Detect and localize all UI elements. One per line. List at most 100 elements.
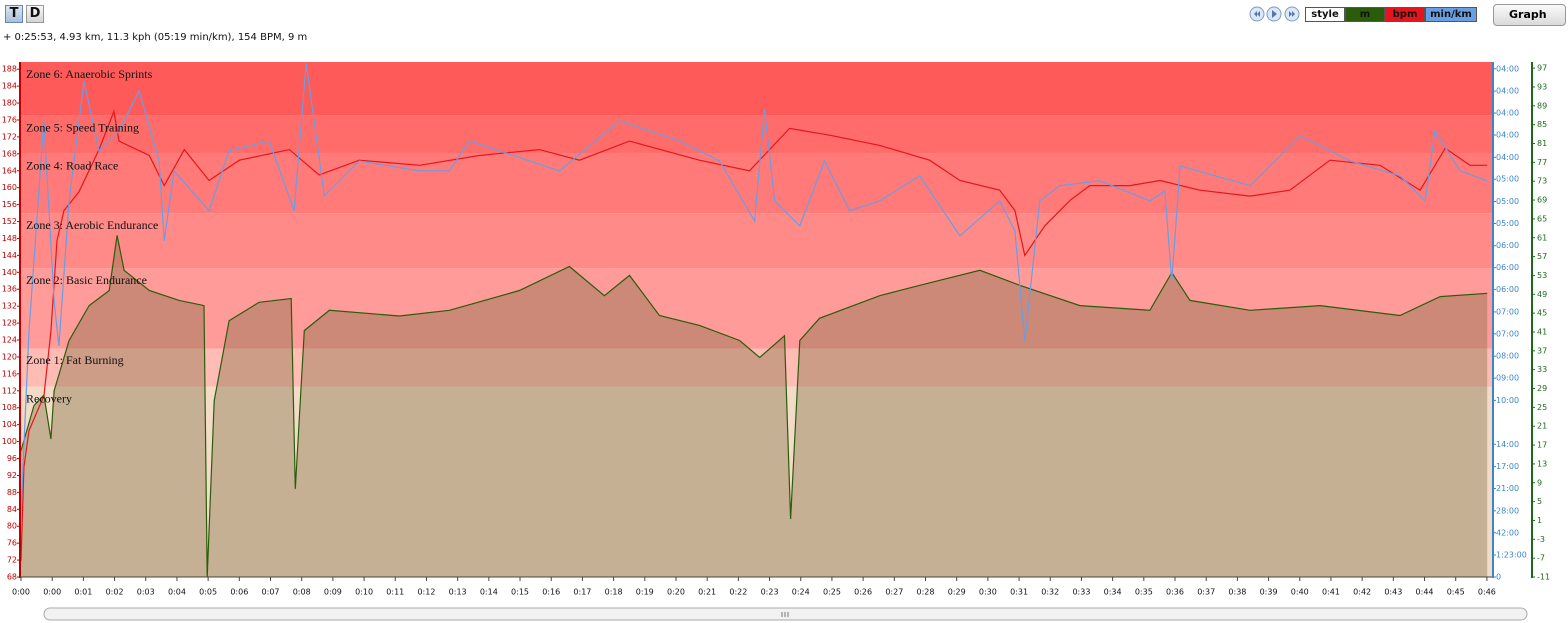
plot-area: Recovery Zone 1: Fat Burning Zone 2: Basic… bbox=[21, 62, 1492, 577]
y-tick-label: 81 bbox=[1537, 139, 1547, 148]
y-tick-label: 128 bbox=[2, 319, 17, 328]
y-tick-label: -11 bbox=[1537, 573, 1550, 582]
y-tick-label: 176 bbox=[2, 115, 17, 124]
x-tick-label: 0:15 bbox=[511, 588, 529, 597]
y-tick-label: 53 bbox=[1537, 271, 1547, 280]
zone-label: Zone 5: Speed Training bbox=[26, 120, 139, 134]
graph-button[interactable]: Graph bbox=[1493, 4, 1566, 26]
y-tick-label: 120 bbox=[2, 352, 17, 361]
x-tick-label: 0:04 bbox=[168, 588, 186, 597]
x-tick-label: 0:44 bbox=[1416, 588, 1434, 597]
x-tick-label: 0:09 bbox=[324, 588, 342, 597]
y-tick-label: 25 bbox=[1537, 403, 1547, 412]
style-button[interactable]: style bbox=[1305, 7, 1345, 22]
zone-label: Zone 1: Fat Burning bbox=[26, 353, 124, 367]
y-tick-label: 05:00 bbox=[1496, 219, 1519, 228]
x-tick-label: 0:24 bbox=[792, 588, 810, 597]
legend-entry[interactable]: min/km bbox=[1425, 7, 1477, 22]
x-tick-label: 0:21 bbox=[698, 588, 716, 597]
y-tick-label: 172 bbox=[2, 132, 17, 141]
x-tick-label: 0:05 bbox=[199, 588, 217, 597]
legend-entry[interactable]: bpm bbox=[1385, 7, 1425, 22]
y-tick-label: 144 bbox=[2, 251, 17, 260]
zone-label: Zone 4: Road Race bbox=[26, 159, 118, 173]
series-line bbox=[21, 109, 1488, 561]
y-tick-label: 37 bbox=[1537, 346, 1547, 355]
nav-buttons[interactable] bbox=[1249, 6, 1558, 22]
legend-entry[interactable]: m bbox=[1345, 7, 1385, 22]
y-tick-label: 21:00 bbox=[1496, 484, 1519, 493]
zone-band bbox=[21, 386, 1492, 577]
y-tick-label: 148 bbox=[2, 234, 17, 243]
y-tick-label: 108 bbox=[2, 403, 17, 412]
y-tick-label: 07:00 bbox=[1496, 307, 1519, 316]
x-tick-label: 0:11 bbox=[386, 588, 404, 597]
y-tick-label: 72 bbox=[7, 556, 17, 565]
y-tick-label: 45 bbox=[1537, 309, 1547, 318]
series-line bbox=[21, 235, 1488, 577]
x-tick-label: 0:03 bbox=[137, 588, 155, 597]
y-tick-label: 9 bbox=[1537, 478, 1542, 487]
x-tick-label: 0:22 bbox=[729, 588, 747, 597]
zone-band bbox=[21, 62, 1492, 116]
x-tick-label: 0:32 bbox=[1041, 588, 1059, 597]
x-tick-label: 0:14 bbox=[480, 588, 498, 597]
y-tick-label: 76 bbox=[7, 539, 17, 548]
y-tick-label: 93 bbox=[1537, 82, 1547, 91]
y-tick-label: 13 bbox=[1537, 459, 1547, 468]
y-tick-label: 49 bbox=[1537, 290, 1547, 299]
y-tick-label: 188 bbox=[2, 65, 17, 74]
x-tick-label: 0:19 bbox=[636, 588, 654, 597]
y-tick-label: 04:00 bbox=[1496, 64, 1519, 73]
y-tick-label: 42:00 bbox=[1496, 528, 1519, 537]
x-tick-label: 0:00 bbox=[12, 588, 30, 597]
x-tick-label: 0:16 bbox=[542, 588, 560, 597]
y-tick-label: 08:00 bbox=[1496, 352, 1519, 361]
x-tick-label: 0:01 bbox=[74, 588, 92, 597]
x-tick-label: 0:35 bbox=[1135, 588, 1153, 597]
y-tick-label: 180 bbox=[2, 99, 17, 108]
d-button[interactable]: D bbox=[26, 5, 44, 23]
y-tick-label: 04:00 bbox=[1496, 153, 1519, 162]
y-tick-label: 17:00 bbox=[1496, 462, 1519, 471]
y-tick-label: 57 bbox=[1537, 252, 1547, 261]
y-tick-label: 140 bbox=[2, 268, 17, 277]
status-text: + 0:25:53, 4.93 km, 11.3 kph (05:19 min/… bbox=[3, 32, 308, 43]
zone-band bbox=[21, 115, 1492, 154]
y-tick-label: 28:00 bbox=[1496, 506, 1519, 515]
x-tick-label: 0:23 bbox=[761, 588, 779, 597]
y-tick-label: 136 bbox=[2, 285, 17, 294]
x-tick-label: 0:43 bbox=[1384, 588, 1402, 597]
y-tick-label: 96 bbox=[7, 454, 17, 463]
t-button[interactable]: T bbox=[5, 5, 23, 23]
y-tick-label: 89 bbox=[1537, 101, 1547, 110]
y-tick-label: 5 bbox=[1537, 497, 1542, 506]
elevation-area bbox=[21, 235, 1488, 577]
y-tick-label: 04:00 bbox=[1496, 130, 1519, 139]
x-tick-label: 0:10 bbox=[355, 588, 373, 597]
y-tick-label: 116 bbox=[2, 369, 17, 378]
x-tick-label: 0:07 bbox=[262, 588, 280, 597]
y-tick-label: 92 bbox=[7, 471, 17, 480]
x-tick-label: 0:37 bbox=[1197, 588, 1215, 597]
x-tick-label: 0:30 bbox=[979, 588, 997, 597]
x-tick-label: 0:33 bbox=[1072, 588, 1090, 597]
y-tick-label: 61 bbox=[1537, 233, 1547, 242]
x-tick-label: 0:27 bbox=[885, 588, 903, 597]
y-tick-label: 184 bbox=[2, 82, 17, 91]
y-tick-label: 73 bbox=[1537, 177, 1547, 186]
scrollbar[interactable] bbox=[43, 607, 1528, 621]
y-tick-label: 85 bbox=[1537, 120, 1547, 129]
y-tick-label: 10:00 bbox=[1496, 396, 1519, 405]
zone-label: Recovery bbox=[26, 391, 72, 405]
series-line bbox=[21, 62, 1488, 512]
y-tick-label: -3 bbox=[1537, 535, 1545, 544]
y-tick-label: 33 bbox=[1537, 365, 1547, 374]
x-tick-label: 0:28 bbox=[917, 588, 935, 597]
y-tick-label: 68 bbox=[7, 573, 17, 582]
x-tick-label: 0:36 bbox=[1166, 588, 1184, 597]
y-tick-label: 04:00 bbox=[1496, 109, 1519, 118]
zone-band bbox=[21, 213, 1492, 269]
